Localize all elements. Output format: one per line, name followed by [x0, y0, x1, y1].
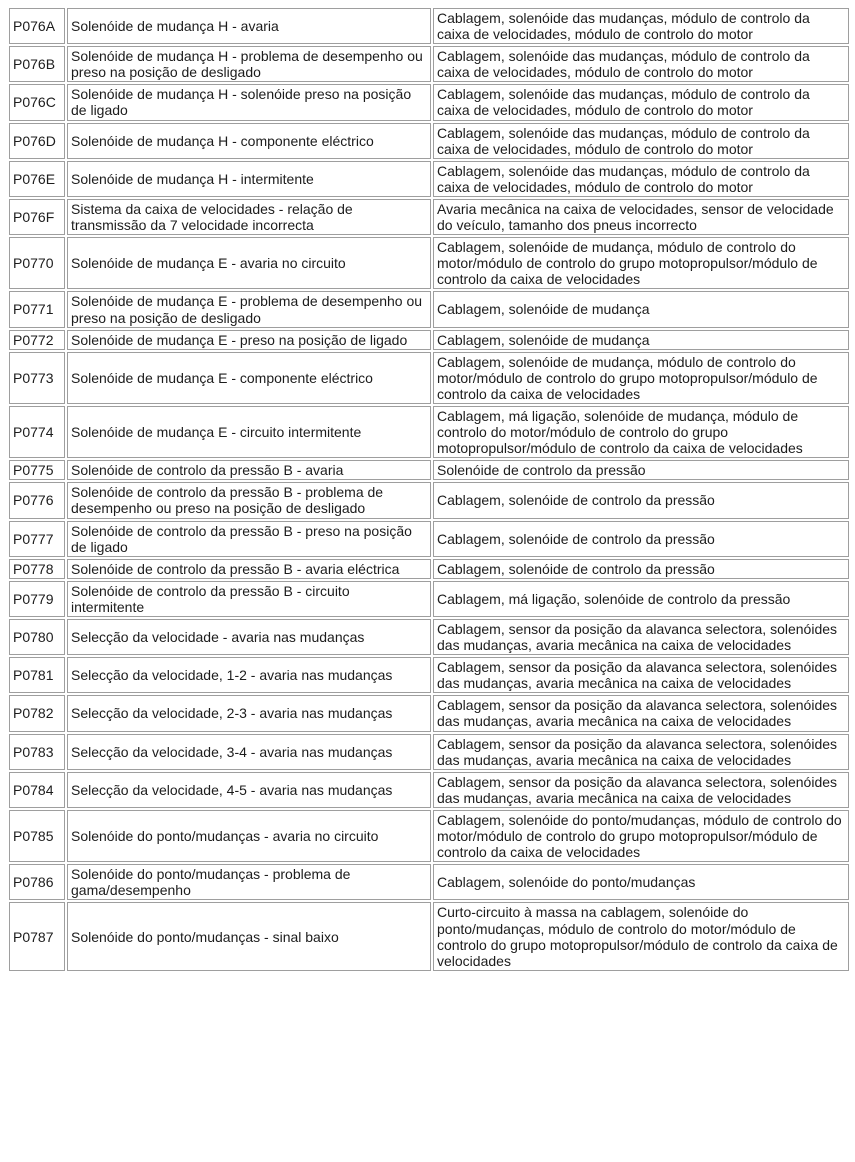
- dtc-code-cell: P076B: [9, 46, 65, 83]
- dtc-code-cell: P0782: [9, 695, 65, 732]
- causes-cell: Cablagem, solenóide das mudanças, módulo…: [433, 160, 849, 197]
- table-row: P076D Solenóide de mudança H - component…: [9, 122, 849, 159]
- dtc-code-cell: P0778: [9, 558, 65, 579]
- causes-cell: Cablagem, solenóide de mudança: [433, 329, 849, 350]
- table-row: P076A Solenóide de mudança H - avaria Ca…: [9, 8, 849, 45]
- description-cell: Solenóide de mudança H - componente eléc…: [67, 122, 431, 159]
- description-cell: Solenóide de mudança H - solenóide preso…: [67, 84, 431, 121]
- description-cell: Solenóide de controlo da pressão B - pre…: [67, 520, 431, 557]
- table-row: P0785 Solenóide do ponto/mudanças - avar…: [9, 809, 849, 863]
- description-cell: Selecção da velocidade - avaria nas muda…: [67, 619, 431, 656]
- causes-cell: Cablagem, solenóide de mudança, módulo d…: [433, 351, 849, 404]
- causes-cell: Cablagem, sensor da posição da alavanca …: [433, 771, 849, 808]
- description-cell: Solenóide do ponto/mudanças - problema d…: [67, 864, 431, 901]
- causes-cell: Cablagem, má ligação, solenóide de contr…: [433, 580, 849, 617]
- description-cell: Solenóide de mudança H - intermitente: [67, 160, 431, 197]
- description-cell: Solenóide de controlo da pressão B - cir…: [67, 580, 431, 617]
- dtc-code-cell: P0780: [9, 619, 65, 656]
- table-row: P0783 Selecção da velocidade, 3-4 - avar…: [9, 733, 849, 770]
- dtc-code-cell: P076A: [9, 8, 65, 45]
- causes-cell: Cablagem, solenóide de controlo da press…: [433, 520, 849, 557]
- table-row: P0777 Solenóide de controlo da pressão B…: [9, 520, 849, 557]
- causes-cell: Cablagem, má ligação, solenóide de mudan…: [433, 405, 849, 459]
- causes-cell: Cablagem, sensor da posição da alavanca …: [433, 695, 849, 732]
- causes-cell: Curto-circuito à massa na cablagem, sole…: [433, 902, 849, 971]
- description-cell: Solenóide do ponto/mudanças - avaria no …: [67, 809, 431, 863]
- dtc-code-cell: P076F: [9, 198, 65, 236]
- causes-cell: Avaria mecânica na caixa de velocidades,…: [433, 198, 849, 236]
- causes-cell: Cablagem, solenóide das mudanças, módulo…: [433, 46, 849, 83]
- table-row: P076F Sistema da caixa de velocidades - …: [9, 198, 849, 236]
- dtc-code-cell: P0783: [9, 733, 65, 770]
- table-row: P0772 Solenóide de mudança E - preso na …: [9, 329, 849, 350]
- table-row: P0778 Solenóide de controlo da pressão B…: [9, 558, 849, 579]
- dtc-code-cell: P0773: [9, 351, 65, 404]
- dtc-code-cell: P0779: [9, 580, 65, 617]
- dtc-code-cell: P076C: [9, 84, 65, 121]
- description-cell: Sistema da caixa de velocidades - relaçã…: [67, 198, 431, 236]
- table-row: P0782 Selecção da velocidade, 2-3 - avar…: [9, 695, 849, 732]
- description-cell: Solenóide de controlo da pressão B - pro…: [67, 482, 431, 519]
- table-row: P0786 Solenóide do ponto/mudanças - prob…: [9, 864, 849, 901]
- causes-cell: Solenóide de controlo da pressão: [433, 460, 849, 481]
- table-row: P0779 Solenóide de controlo da pressão B…: [9, 580, 849, 617]
- causes-cell: Cablagem, solenóide de mudança: [433, 291, 849, 328]
- dtc-table: P076A Solenóide de mudança H - avaria Ca…: [7, 6, 851, 973]
- table-row: P0771 Solenóide de mudança E - problema …: [9, 291, 849, 328]
- dtc-code-cell: P0784: [9, 771, 65, 808]
- dtc-code-cell: P076E: [9, 160, 65, 197]
- description-cell: Solenóide de mudança E - avaria no circu…: [67, 237, 431, 290]
- table-row: P0770 Solenóide de mudança E - avaria no…: [9, 237, 849, 290]
- description-cell: Solenóide de controlo da pressão B - ava…: [67, 558, 431, 579]
- dtc-code-cell: P0787: [9, 902, 65, 971]
- description-cell: Selecção da velocidade, 1-2 - avaria nas…: [67, 657, 431, 694]
- description-cell: Solenóide de controlo da pressão B - ava…: [67, 460, 431, 481]
- table-row: P076E Solenóide de mudança H - intermite…: [9, 160, 849, 197]
- dtc-code-cell: P0774: [9, 405, 65, 459]
- table-row: P0787 Solenóide do ponto/mudanças - sina…: [9, 902, 849, 971]
- description-cell: Selecção da velocidade, 4-5 - avaria nas…: [67, 771, 431, 808]
- causes-cell: Cablagem, solenóide de mudança, módulo d…: [433, 237, 849, 290]
- causes-cell: Cablagem, solenóide de controlo da press…: [433, 482, 849, 519]
- dtc-code-cell: P0775: [9, 460, 65, 481]
- causes-cell: Cablagem, solenóide de controlo da press…: [433, 558, 849, 579]
- table-row: P0776 Solenóide de controlo da pressão B…: [9, 482, 849, 519]
- table-row: P076B Solenóide de mudança H - problema …: [9, 46, 849, 83]
- description-cell: Solenóide do ponto/mudanças - sinal baix…: [67, 902, 431, 971]
- description-cell: Solenóide de mudança E - componente eléc…: [67, 351, 431, 404]
- dtc-code-cell: P0772: [9, 329, 65, 350]
- dtc-code-cell: P0770: [9, 237, 65, 290]
- dtc-code-cell: P0777: [9, 520, 65, 557]
- description-cell: Solenóide de mudança E - problema de des…: [67, 291, 431, 328]
- table-row: P0780 Selecção da velocidade - avaria na…: [9, 619, 849, 656]
- dtc-table-body: P076A Solenóide de mudança H - avaria Ca…: [9, 8, 849, 971]
- table-row: P0784 Selecção da velocidade, 4-5 - avar…: [9, 771, 849, 808]
- causes-cell: Cablagem, sensor da posição da alavanca …: [433, 733, 849, 770]
- dtc-code-cell: P0771: [9, 291, 65, 328]
- causes-cell: Cablagem, sensor da posição da alavanca …: [433, 619, 849, 656]
- dtc-code-cell: P0785: [9, 809, 65, 863]
- table-row: P0773 Solenóide de mudança E - component…: [9, 351, 849, 404]
- table-row: P0781 Selecção da velocidade, 1-2 - avar…: [9, 657, 849, 694]
- causes-cell: Cablagem, solenóide do ponto/mudanças, m…: [433, 809, 849, 863]
- description-cell: Selecção da velocidade, 2-3 - avaria nas…: [67, 695, 431, 732]
- dtc-code-cell: P0776: [9, 482, 65, 519]
- description-cell: Solenóide de mudança E - preso na posiçã…: [67, 329, 431, 350]
- table-row: P0774 Solenóide de mudança E - circuito …: [9, 405, 849, 459]
- dtc-code-cell: P0781: [9, 657, 65, 694]
- dtc-code-cell: P0786: [9, 864, 65, 901]
- description-cell: Selecção da velocidade, 3-4 - avaria nas…: [67, 733, 431, 770]
- causes-cell: Cablagem, solenóide das mudanças, módulo…: [433, 84, 849, 121]
- causes-cell: Cablagem, sensor da posição da alavanca …: [433, 657, 849, 694]
- causes-cell: Cablagem, solenóide das mudanças, módulo…: [433, 8, 849, 45]
- description-cell: Solenóide de mudança H - avaria: [67, 8, 431, 45]
- causes-cell: Cablagem, solenóide do ponto/mudanças: [433, 864, 849, 901]
- table-row: P076C Solenóide de mudança H - solenóide…: [9, 84, 849, 121]
- dtc-code-cell: P076D: [9, 122, 65, 159]
- description-cell: Solenóide de mudança H - problema de des…: [67, 46, 431, 83]
- causes-cell: Cablagem, solenóide das mudanças, módulo…: [433, 122, 849, 159]
- description-cell: Solenóide de mudança E - circuito interm…: [67, 405, 431, 459]
- table-row: P0775 Solenóide de controlo da pressão B…: [9, 460, 849, 481]
